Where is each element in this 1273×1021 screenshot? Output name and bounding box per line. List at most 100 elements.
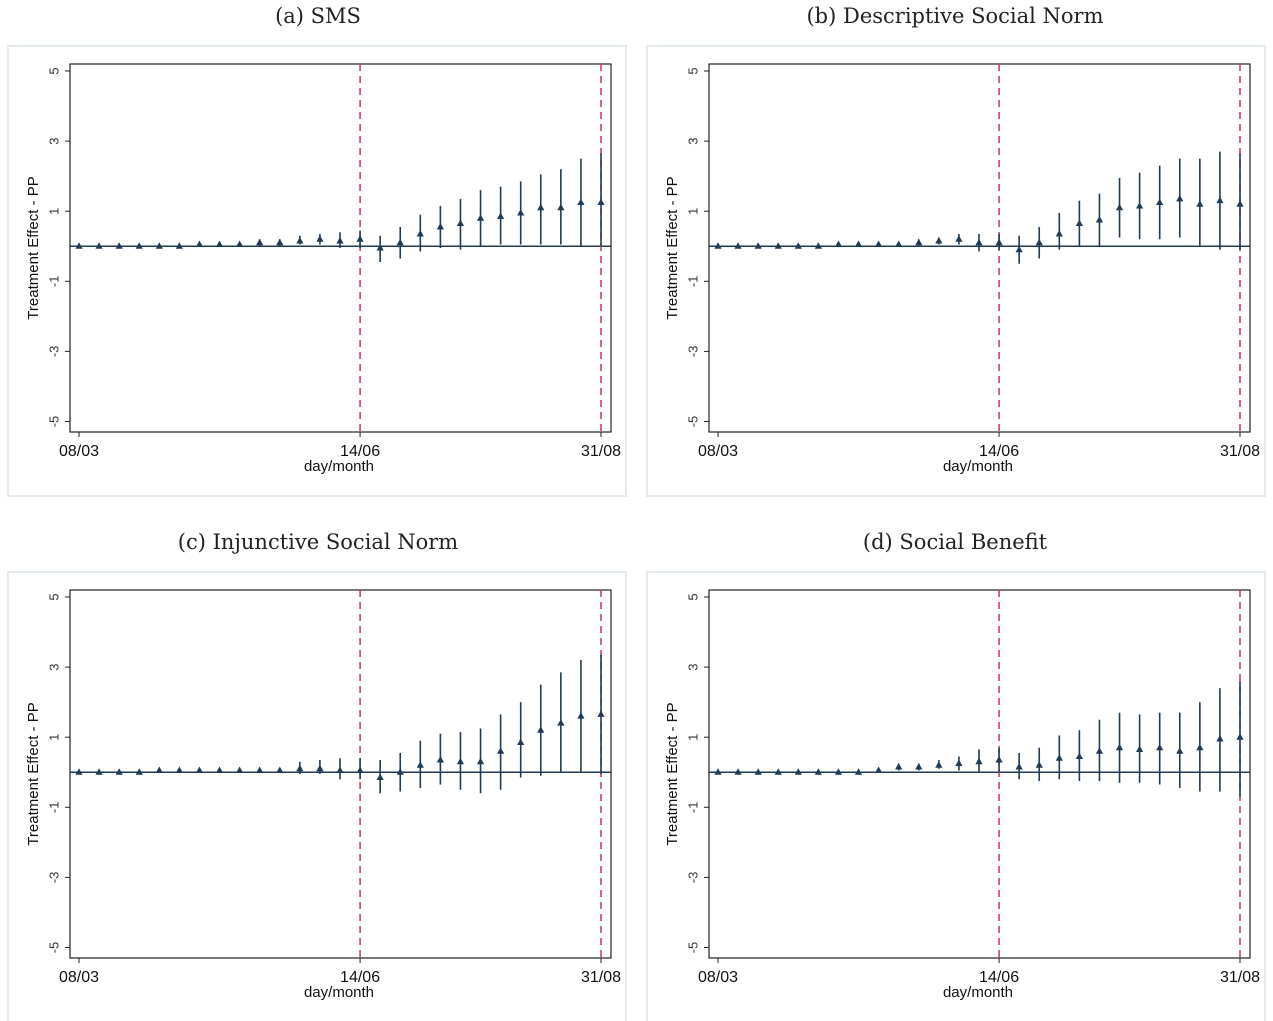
point-estimate bbox=[135, 242, 143, 249]
panel-a: 5 3 1 -1 -3 -5 08/03 14/06 31/08 day/month Treatme… bbox=[7, 45, 627, 497]
x-axis-label: day/month bbox=[304, 458, 374, 475]
point-estimate bbox=[854, 240, 863, 247]
point-estimate bbox=[754, 768, 762, 775]
y-tick-label: -3 bbox=[46, 872, 61, 884]
point-estimate bbox=[935, 236, 943, 244]
y-tick-label: -1 bbox=[46, 802, 61, 814]
point-estimate bbox=[175, 766, 183, 773]
point-estimate bbox=[1156, 198, 1164, 205]
point-estimate bbox=[794, 242, 802, 249]
x-tick-label: 08/03 bbox=[59, 443, 99, 460]
panel-b-caption: (b) Descriptive Social Norm bbox=[806, 4, 1104, 28]
point-estimate bbox=[975, 757, 983, 765]
y-tick-label: -1 bbox=[46, 276, 61, 288]
y-tick-label: 3 bbox=[46, 137, 61, 144]
point-estimate bbox=[456, 757, 465, 765]
point-estimate bbox=[557, 203, 565, 211]
point-estimate bbox=[175, 242, 183, 249]
point-estimate bbox=[955, 235, 963, 242]
y-tick-label: 5 bbox=[685, 67, 700, 74]
point-estimate bbox=[774, 768, 782, 775]
point-estimate bbox=[155, 242, 163, 249]
x-axis-label: day/month bbox=[943, 458, 1013, 475]
y-tick-label: -5 bbox=[46, 416, 61, 428]
point-estimate bbox=[436, 222, 444, 230]
y-tick-label: 1 bbox=[685, 208, 700, 215]
point-estimate bbox=[1236, 200, 1244, 207]
point-estimate bbox=[1055, 754, 1063, 761]
point-estimate bbox=[1095, 747, 1104, 754]
point-estimate bbox=[975, 238, 983, 246]
point-estimate bbox=[1216, 196, 1224, 204]
x-tick-label: 31/08 bbox=[581, 969, 621, 986]
point-estimate bbox=[1196, 743, 1204, 751]
y-axis-label: Treatment Effect - PP bbox=[664, 176, 681, 319]
point-estimate bbox=[794, 768, 802, 775]
panel-c-caption: (c) Injunctive Social Norm bbox=[177, 530, 459, 554]
point-estimate bbox=[1136, 745, 1144, 752]
y-tick-label: 1 bbox=[685, 734, 700, 741]
panel-c: 5 3 1 -1 -3 -5 08/03 14/06 31/08 day/month Treatme… bbox=[7, 571, 627, 1021]
point-estimate bbox=[1035, 238, 1043, 246]
point-estimate bbox=[714, 242, 722, 249]
point-estimate bbox=[75, 768, 83, 775]
point-estimate bbox=[316, 764, 324, 772]
point-estimate bbox=[577, 712, 585, 719]
point-estimate bbox=[356, 766, 364, 773]
y-tick-label: -5 bbox=[46, 942, 61, 954]
point-estimate bbox=[1095, 215, 1104, 223]
y-tick-label: -5 bbox=[685, 942, 700, 954]
y-axis-label: Treatment Effect - PP bbox=[664, 702, 681, 845]
point-estimate bbox=[95, 242, 103, 249]
point-estimate bbox=[296, 764, 304, 772]
point-estimate bbox=[376, 773, 384, 781]
point-estimate bbox=[875, 240, 883, 247]
point-estimate bbox=[336, 236, 344, 244]
point-estimate bbox=[734, 768, 742, 775]
x-tick-label: 14/06 bbox=[979, 969, 1019, 986]
point-estimate bbox=[1115, 743, 1124, 751]
panel-a-caption: (a) SMS bbox=[275, 4, 361, 28]
panel-b: 5 3 1 -1 -3 -5 08/03 14/06 31/08 day/month Treatme… bbox=[646, 45, 1266, 497]
point-estimate bbox=[854, 768, 863, 775]
point-estimate bbox=[774, 242, 782, 249]
point-estimate bbox=[754, 242, 762, 249]
x-tick-label: 31/08 bbox=[1220, 969, 1260, 986]
point-estimate bbox=[1176, 747, 1184, 754]
point-estimate bbox=[1075, 752, 1083, 759]
point-estimate bbox=[497, 212, 505, 219]
point-estimate bbox=[396, 768, 404, 775]
point-estimate bbox=[215, 766, 224, 773]
point-estimate bbox=[115, 768, 123, 775]
point-estimate bbox=[577, 198, 585, 205]
x-axis-label: day/month bbox=[304, 984, 374, 1001]
point-estimate bbox=[1015, 245, 1023, 253]
point-estimate bbox=[557, 719, 565, 726]
point-estimate bbox=[195, 240, 204, 247]
x-axis-label: day/month bbox=[943, 984, 1013, 1001]
point-estimate bbox=[456, 219, 465, 226]
y-tick-label: -1 bbox=[685, 802, 700, 814]
x-tick-label: 08/03 bbox=[698, 969, 738, 986]
point-estimate bbox=[1055, 229, 1063, 237]
point-estimate bbox=[995, 755, 1003, 763]
point-estimate bbox=[1075, 219, 1083, 226]
point-estimate bbox=[1176, 194, 1184, 202]
point-estimate bbox=[915, 238, 923, 246]
y-tick-label: -3 bbox=[685, 872, 700, 884]
point-estimate bbox=[236, 766, 244, 773]
point-estimate bbox=[296, 236, 304, 244]
point-estimate bbox=[834, 240, 843, 247]
point-estimate bbox=[875, 766, 883, 773]
point-estimate bbox=[814, 768, 822, 775]
point-estimate bbox=[376, 244, 384, 251]
point-estimate bbox=[1136, 201, 1144, 209]
point-estimate bbox=[1035, 761, 1043, 768]
point-estimate bbox=[95, 768, 103, 775]
x-tick-label: 31/08 bbox=[1220, 443, 1260, 460]
x-tick-label: 31/08 bbox=[581, 443, 621, 460]
y-tick-label: 3 bbox=[685, 663, 700, 670]
y-tick-label: -5 bbox=[685, 416, 700, 428]
point-estimate bbox=[236, 240, 244, 247]
point-estimate bbox=[195, 766, 204, 773]
